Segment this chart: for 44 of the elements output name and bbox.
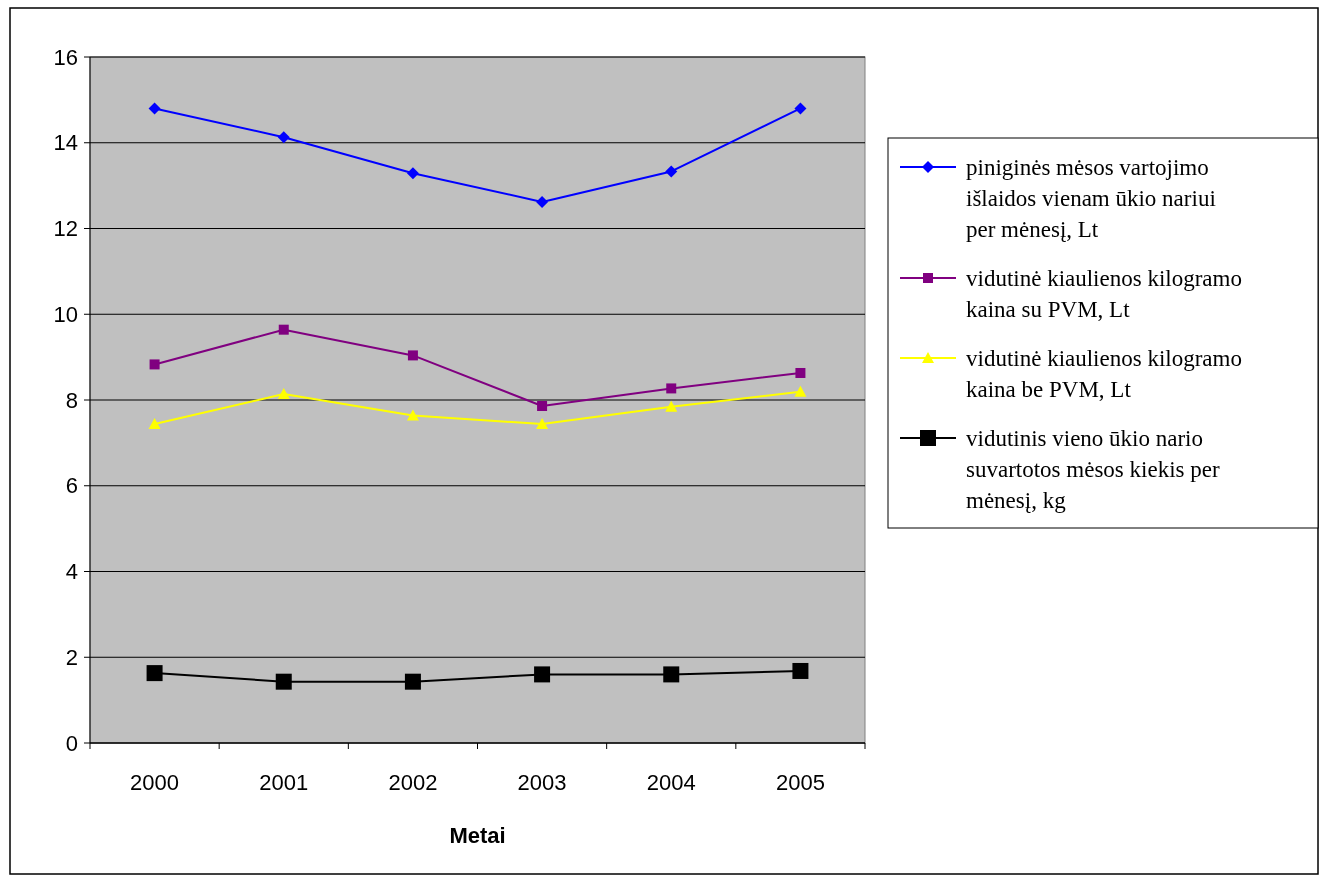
point xyxy=(278,324,289,335)
point xyxy=(146,665,163,682)
point xyxy=(275,673,292,690)
point xyxy=(537,401,548,411)
point xyxy=(148,418,161,430)
x-tick-label: 2005 xyxy=(775,770,825,795)
y-tick-label: 6 xyxy=(65,473,78,499)
point xyxy=(665,400,678,412)
point xyxy=(794,385,807,397)
point xyxy=(406,409,419,421)
y-tick-label: 8 xyxy=(65,387,78,413)
y-tick-label: 4 xyxy=(65,559,78,585)
point xyxy=(536,418,549,430)
x-tick-label: 2003 xyxy=(517,770,567,795)
x-tick-label: 2002 xyxy=(388,770,438,795)
x-tick-label: 2000 xyxy=(130,770,180,795)
y-tick-label: 2 xyxy=(65,644,78,670)
y-tick-label: 12 xyxy=(53,216,78,242)
point xyxy=(794,102,807,115)
point xyxy=(795,367,806,378)
point xyxy=(666,383,677,394)
point xyxy=(277,388,290,399)
x-tick-label: 2001 xyxy=(259,770,309,795)
legend-label: vidutinis vieno ūkio nario suvartotos mėsos kiekis per mėnesį, kg xyxy=(966,426,1220,513)
point xyxy=(404,673,421,690)
point xyxy=(149,359,160,370)
y-tick-label: 10 xyxy=(53,301,78,327)
point xyxy=(663,666,680,683)
point xyxy=(536,195,549,208)
point xyxy=(534,666,551,683)
y-tick-label: 14 xyxy=(53,130,78,156)
point xyxy=(277,131,290,144)
point xyxy=(407,350,418,361)
point xyxy=(665,165,678,178)
legend-label: vidutinė kiaulienos kilogramo kaina be PVM, Lt xyxy=(966,346,1242,402)
point xyxy=(792,662,809,679)
point xyxy=(406,167,419,180)
x-axis-title: Metai xyxy=(449,823,506,848)
y-tick-label: 0 xyxy=(65,730,78,756)
point xyxy=(148,102,161,115)
x-tick-label: 2004 xyxy=(646,770,696,795)
y-tick-label: 16 xyxy=(53,44,78,70)
legend-label: vidutinė kiaulienos kilogramo kaina su PVM, Lt xyxy=(966,266,1242,322)
legend-label: piniginės mėsos vartojimo išlaidos vienam ūkio nariui per mėnesį, Lt xyxy=(966,155,1216,242)
